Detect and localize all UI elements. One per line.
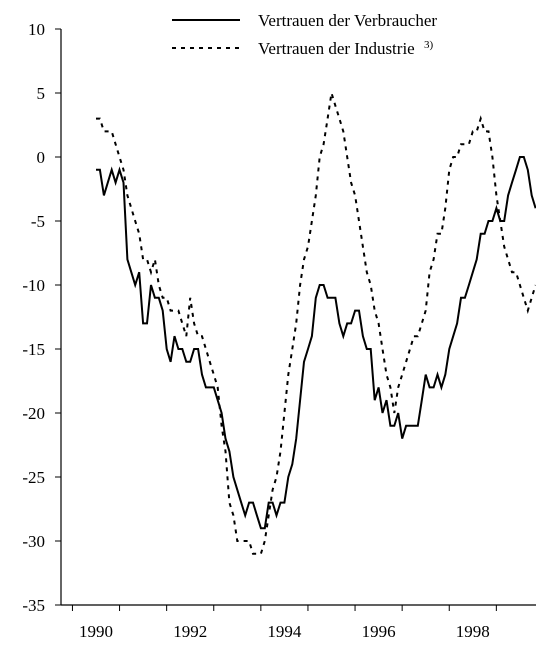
x-tick-label: 1998 bbox=[456, 622, 490, 641]
series-line-consumer bbox=[96, 156, 536, 530]
x-tick-label: 1990 bbox=[79, 622, 113, 641]
y-tick-label: 5 bbox=[37, 84, 46, 103]
x-tick-label: 1996 bbox=[362, 622, 396, 641]
y-tick-label: -10 bbox=[22, 276, 45, 295]
axes: 10 5 0 -5 -10 -15 -20 -25 -30 -35 1990 1992 1994 1996… bbox=[22, 20, 536, 641]
legend: Vertrauen der Verbraucher Vertrauen der … bbox=[172, 11, 437, 58]
y-tick-label: 0 bbox=[37, 148, 46, 167]
y-tick-label: -15 bbox=[22, 340, 45, 359]
y-tick-label: -20 bbox=[22, 404, 45, 423]
legend-label-consumer: Vertrauen der Verbraucher bbox=[258, 11, 437, 30]
x-tick-label: 1994 bbox=[267, 622, 302, 641]
y-tick-label: -25 bbox=[22, 468, 45, 487]
y-tick-label: -5 bbox=[31, 212, 45, 231]
plot-area bbox=[96, 92, 536, 555]
y-tick-label: -35 bbox=[22, 596, 45, 615]
y-tick-label: 10 bbox=[28, 20, 45, 39]
legend-footnote-marker: 3) bbox=[424, 39, 434, 51]
series-line-industry bbox=[96, 92, 536, 555]
x-tick-label: 1992 bbox=[173, 622, 207, 641]
legend-label-industry: Vertrauen der Industrie 3) bbox=[258, 39, 433, 58]
legend-label-industry-text: Vertrauen der Industrie bbox=[258, 39, 415, 58]
y-tick-label: -30 bbox=[22, 532, 45, 551]
